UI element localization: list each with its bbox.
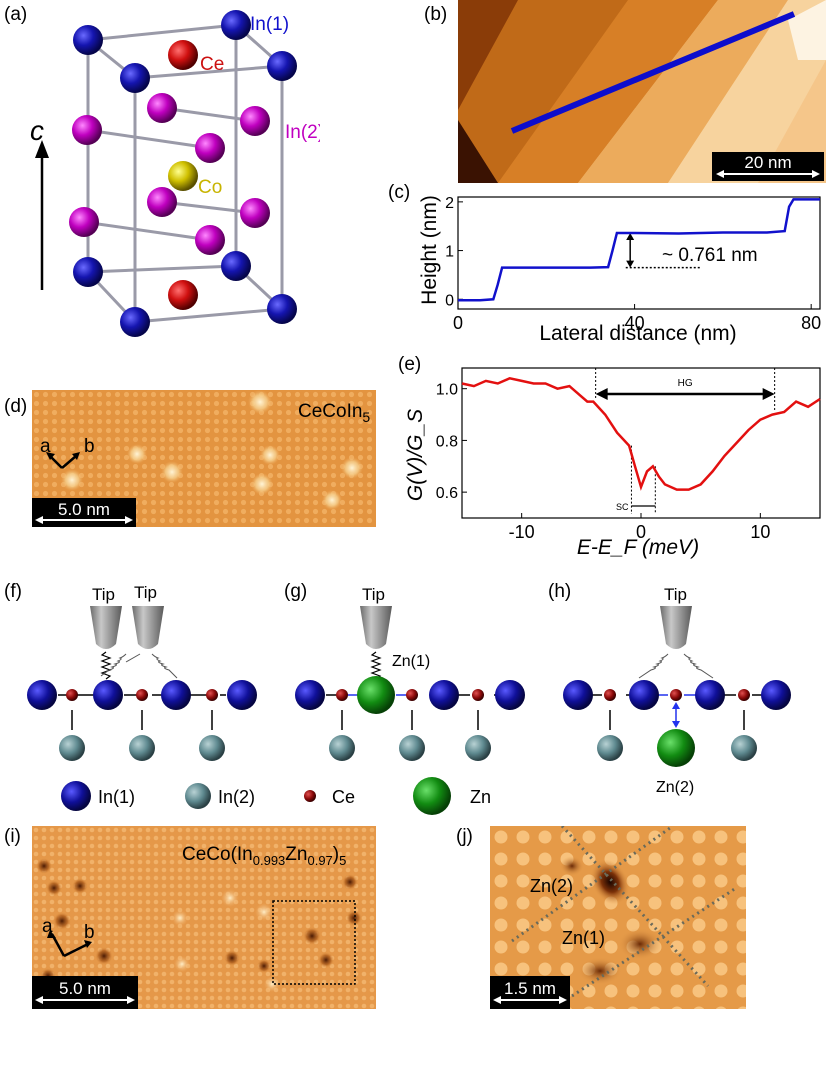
compound-label: CeCoIn5 [298,401,370,425]
schematic-g: Tip Zn(1) [295,585,525,761]
doped-axis-b: b [84,922,95,943]
tunneling-schematics: Tip Tip Tip Zn(1) [27,583,791,796]
tip-label: Tip [664,585,687,604]
zn1-zoom-label: Zn(1) [562,928,605,948]
in2-label: In(2) [285,122,320,143]
ceCoIn5-stm-image: CeCoIn5 a b 5.0 nm [32,390,376,527]
panel-i-label: (i) [4,826,21,847]
height-profile-line [458,198,820,302]
chart-c-xlabel: Lateral distance (nm) [539,322,736,345]
zn2-label: Zn(2) [656,779,694,796]
legend-in2: In(2) [218,787,255,807]
schematic-f: Tip Tip [27,583,257,761]
y-tick-label: 0.8 [436,433,458,450]
legend-in2-marker [185,783,211,809]
x-tick-label: 0 [453,313,463,333]
chart-e-xlabel: E-E_F (meV) [577,536,699,559]
ce-label: Ce [200,54,224,75]
atom-ce-bottom [168,280,198,310]
zn2-zoom-label: Zn(2) [530,876,573,896]
tip-label: Tip [92,585,115,604]
arrow-head-down [626,260,635,268]
legend-in1: In(1) [98,787,135,807]
y-tick-label: 2 [445,195,454,212]
line-profile-marker [510,11,796,134]
zoom-region-box [272,900,356,985]
conductance-line [461,376,821,491]
panel-d-scale-bar: 5.0 nm [58,500,110,519]
doped-axis-a: a [42,916,53,937]
schematic-h: Tip Zn(2) [563,585,791,796]
y-tick-label: 1.0 [436,382,458,399]
y-tick-label: 0 [445,292,454,309]
co-label: Co [198,177,222,198]
x-tick-label: -10 [509,522,535,542]
x-tick-label: 80 [801,313,821,333]
doped-stm-image: CeCo(In0.993Zn0.97)5 a b 5.0 nm [32,826,376,1009]
zoom-stm-image: Zn(2) Zn(1) 1.5 nm [490,826,746,1009]
panel-j-scale-bar: 1.5 nm [504,979,556,998]
c-axis-label: c [30,115,44,146]
hg-arrow-right [762,388,775,400]
stm-tip [132,606,164,649]
y-tick-label: 1 [445,244,454,261]
atom-legend: In(1) In(2) Ce Zn [61,777,491,815]
in1-label: In(1) [250,14,289,35]
panel-d-label: (d) [4,396,28,417]
legend-in1-marker [61,781,91,811]
y-tick-label: 0.6 [436,485,458,502]
stm-tip [90,606,122,649]
atom-ce [168,40,198,70]
stm-topography-image: 20 nm [458,0,826,183]
panel-a-label: (a) [4,4,28,25]
doped-compound-label: CeCo(In0.993Zn0.97)5 [182,844,346,868]
tip-label: Tip [134,583,157,602]
arrow-head-up [626,233,635,241]
x-tick-label: 10 [750,522,770,542]
x-tick-label: 0 [636,522,646,542]
panel-j-label: (j) [456,826,473,847]
legend-ce-marker [304,790,316,802]
atom-co [168,161,198,191]
stm-tip [660,606,692,649]
panel-g-label: (g) [284,581,308,602]
zn1-label: Zn(1) [392,653,430,670]
legend-ce: Ce [332,787,355,807]
hg-arrow-left [595,388,608,400]
chart-c-ylabel: Height (nm) [418,195,441,305]
legend-zn-marker [413,777,451,815]
panel-i-scale-bar: 5.0 nm [59,979,111,998]
lattice-axis-b: b [84,436,95,457]
panel-c-label: (c) [388,182,411,203]
height-step-annotation: ~ 0.761 nm [662,245,758,266]
legend-zn: Zn [470,787,491,807]
panel-e-label: (e) [398,354,422,375]
x-tick-label: 40 [625,313,645,333]
crystal-structure-diagram: c In(1) Ce In(2) Co [30,10,320,337]
tip-label: Tip [362,585,385,604]
chart-e-ylabel: G(V)/G_S [404,409,427,501]
height-profile-chart: 0 40 80 0 1 2 Height (nm) Lateral distance (n… [418,195,821,345]
panel-h-label: (h) [548,581,572,602]
plot-frame [457,196,821,310]
lattice-axis-a: a [40,436,51,457]
conductance-spectrum-chart: -10 0 10 0.6 0.8 1.0 HG SC G(V)/G_S E-E_F (meV… [404,367,821,559]
hg-label: HG [678,378,693,389]
stm-tip [360,606,392,649]
atom-in1 [73,10,297,337]
panel-b-scale-bar: 20 nm [744,153,791,172]
atom-in2 [69,93,270,255]
sc-label: SC [616,502,629,512]
panel-b-label: (b) [424,4,448,25]
panel-f-label: (f) [4,581,22,602]
